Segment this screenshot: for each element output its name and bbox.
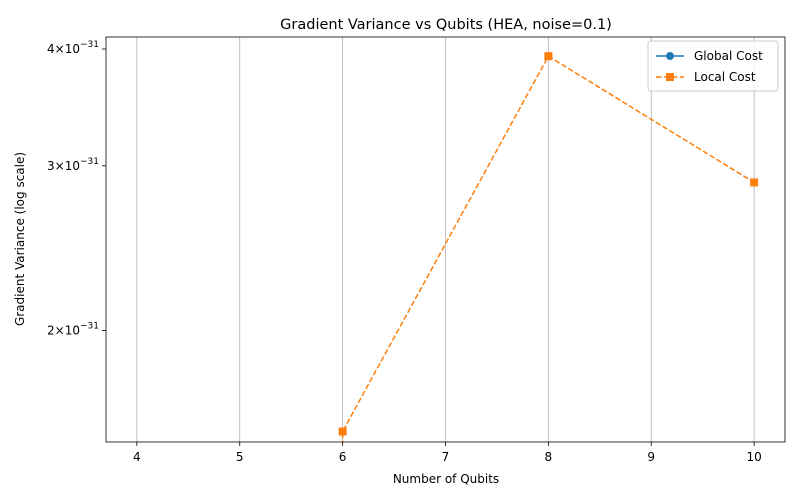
legend-label-global-cost: Global Cost xyxy=(694,49,763,63)
data-point-local-cost-10 xyxy=(750,178,759,187)
legend-entry-local-cost: Local Cost xyxy=(656,70,756,84)
y-tick-exponent: −31 xyxy=(80,322,99,332)
y-tick-label-2: 2×10−31 xyxy=(47,322,99,338)
y-tick-exponent: −31 xyxy=(80,40,99,50)
legend-label-local-cost: Local Cost xyxy=(694,70,756,84)
y-tick-mantissa: 2×10 xyxy=(47,324,80,338)
x-tick-label-10: 10 xyxy=(746,450,761,464)
y-axis-title: Gradient Variance (log scale) xyxy=(13,152,27,326)
grid xyxy=(136,37,755,442)
legend-frame xyxy=(647,40,779,92)
chart-title: Gradient Variance vs Qubits (HEA, noise=… xyxy=(280,17,612,33)
y-tick-mantissa: 4×10 xyxy=(47,42,80,56)
y-tick-label-3: 3×10−31 xyxy=(47,157,99,173)
legend-marker-circle-icon xyxy=(666,52,674,60)
x-tick-label-7: 7 xyxy=(442,450,450,464)
series-local-cost xyxy=(338,52,759,442)
series-layer xyxy=(338,52,759,442)
x-tick-label-9: 9 xyxy=(647,450,655,464)
legend-entry-global-cost: Global Cost xyxy=(656,49,763,63)
y-tick-label-4: 4×10−31 xyxy=(47,40,99,56)
y-tick-exponent: −31 xyxy=(80,157,99,167)
legend-marker-square-icon xyxy=(666,73,674,81)
legend: Global Cost Local Cost xyxy=(647,40,779,92)
y-axis-ticks: 2×10−313×10−314×10−31 xyxy=(47,40,106,338)
x-tick-label-8: 8 xyxy=(545,450,553,464)
x-tick-label-6: 6 xyxy=(339,450,347,464)
data-point-local-cost-6 xyxy=(338,427,347,436)
x-axis-title: Number of Qubits xyxy=(393,472,499,486)
series-line-local-cost xyxy=(341,55,755,442)
x-tick-label-4: 4 xyxy=(133,450,141,464)
x-tick-label-5: 5 xyxy=(236,450,244,464)
x-axis-ticks: 4 5 6 7 8 9 10 xyxy=(133,442,762,464)
data-point-local-cost-8 xyxy=(544,52,553,61)
y-tick-mantissa: 3×10 xyxy=(47,159,80,173)
